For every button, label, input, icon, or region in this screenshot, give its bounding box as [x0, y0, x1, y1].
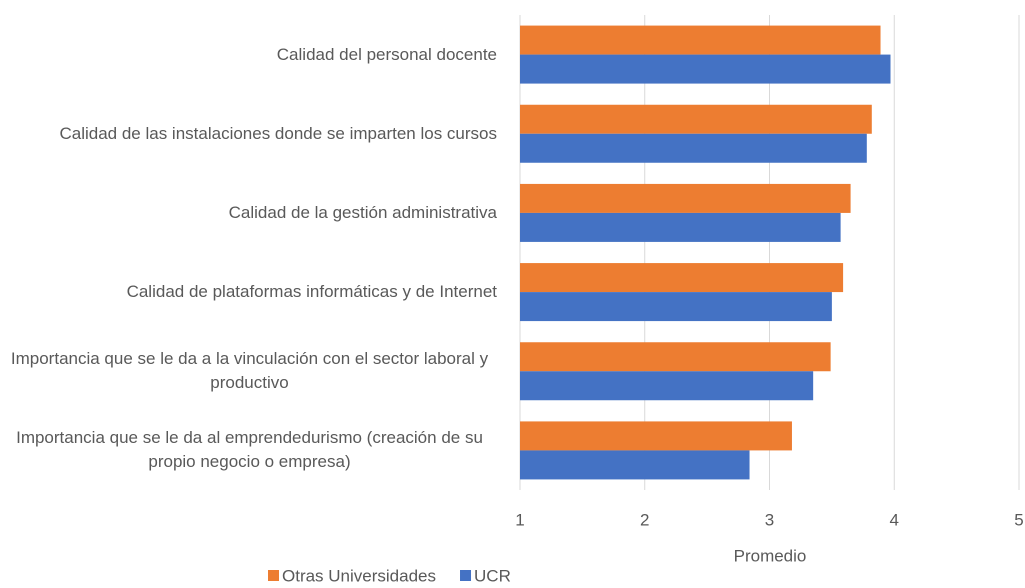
y-tick-label: Importancia que se le da al emprendeduri…	[2, 426, 497, 474]
bar	[520, 25, 881, 55]
x-tick-label: 2	[640, 510, 649, 529]
y-tick-text: Calidad de las instalaciones donde se im…	[59, 123, 497, 143]
y-tick-label: Calidad del personal docente	[2, 43, 497, 67]
bar	[520, 371, 814, 401]
legend-swatch	[268, 570, 279, 581]
x-tick-label: 4	[890, 510, 899, 529]
x-tick-label: 5	[1014, 510, 1023, 529]
bar	[520, 183, 851, 213]
bar	[520, 342, 831, 372]
y-tick-label: Calidad de plataformas informáticas y de…	[2, 280, 497, 304]
y-tick-label: Calidad de la gestión administrativa	[2, 201, 497, 225]
y-tick-label: Importancia que se le da a la vinculació…	[2, 347, 497, 395]
bar	[520, 133, 867, 163]
bar	[520, 263, 844, 293]
legend-swatch	[460, 570, 472, 581]
y-tick-text: Importancia que se le da al emprendeduri…	[16, 428, 483, 472]
y-tick-text: Calidad del personal docente	[276, 44, 497, 64]
y-tick-label: Calidad de las instalaciones donde se im…	[2, 122, 497, 146]
y-tick-text: Calidad de plataformas informáticas y de…	[126, 282, 497, 302]
x-axis-title: Promedio	[734, 546, 807, 565]
x-tick-label: 1	[515, 510, 524, 529]
x-tick-label: 3	[765, 510, 774, 529]
bar	[520, 450, 750, 480]
bar	[520, 212, 841, 242]
legend-label: Otras Universidades	[282, 566, 436, 585]
y-tick-text: Calidad de la gestión administrativa	[228, 202, 497, 222]
y-tick-text: Importancia que se le da a la vinculació…	[10, 349, 489, 393]
bar	[520, 292, 832, 322]
bar	[520, 104, 872, 134]
legend-label: UCR	[474, 566, 511, 585]
bar	[520, 421, 792, 451]
bar	[520, 54, 891, 84]
